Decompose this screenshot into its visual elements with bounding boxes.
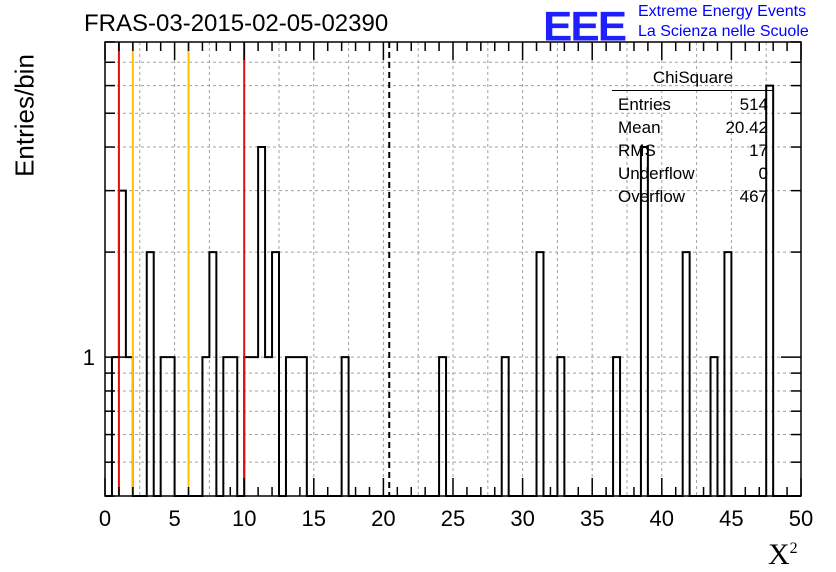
x-tick-label: 20	[371, 506, 395, 531]
stats-value: 20.42	[725, 118, 768, 137]
histogram-bin	[223, 357, 230, 496]
histogram-bin	[724, 252, 731, 496]
histogram-bin	[202, 357, 209, 496]
x-tick-label: 5	[168, 506, 180, 531]
logo-caption-line2: La Scienza nelle Scuole	[638, 23, 809, 40]
histogram-layer	[105, 84, 801, 497]
stats-label: Underflow	[618, 164, 695, 183]
histogram-bin	[119, 191, 126, 496]
histogram-bin	[147, 252, 154, 496]
x-tick-label: 35	[580, 506, 604, 531]
stats-label: RMS	[618, 141, 656, 160]
stats-value: 514	[739, 95, 768, 114]
reference-lines-layer	[117, 42, 391, 496]
histogram-bin	[300, 357, 307, 496]
stats-row-rms: RMS 17	[612, 139, 774, 162]
histogram-bin	[502, 357, 509, 496]
x-tick-label: 25	[441, 506, 465, 531]
histogram-bin	[209, 252, 216, 496]
stats-box: ChiSquare Entries 514 Mean 20.42 RMS 17 …	[612, 68, 774, 208]
stats-row-entries: Entries 514	[612, 93, 774, 116]
histogram-bin	[126, 357, 133, 496]
stats-label: Entries	[618, 95, 671, 114]
histogram-bin	[293, 357, 300, 496]
axis-layer: 0 5 10 15 20 25 30 35 40 45 50 1	[83, 41, 813, 531]
x-tick-label: 0	[99, 506, 111, 531]
histogram-bin	[439, 357, 446, 496]
histogram-bin	[265, 357, 272, 496]
stats-title: ChiSquare	[612, 68, 774, 91]
histogram-bin	[537, 252, 544, 496]
x-tick-label: 30	[510, 506, 534, 531]
histogram-outline	[105, 84, 801, 497]
grid-layer	[105, 41, 801, 497]
histogram-bin	[112, 357, 119, 496]
histogram-bin	[342, 357, 349, 496]
histogram-bin	[251, 357, 258, 496]
stats-label: Mean	[618, 118, 661, 137]
histogram-bin	[168, 357, 175, 496]
histogram-bin	[230, 357, 237, 496]
x-tick-label: 45	[719, 506, 743, 531]
chart-title: FRAS-03-2015-02-05-02390	[84, 10, 389, 37]
stats-row-mean: Mean 20.42	[612, 116, 774, 139]
stats-value: 17	[749, 141, 768, 160]
stats-label: Overflow	[618, 187, 686, 206]
histogram-bin	[613, 357, 620, 496]
histogram-bin	[272, 252, 279, 496]
histogram-bin	[286, 357, 293, 496]
logo-caption-line1: Extreme Energy Events	[638, 3, 807, 20]
histogram-bin	[711, 357, 718, 496]
histogram-bin	[557, 357, 564, 496]
histogram-bin	[161, 357, 168, 496]
histogram-bin	[244, 357, 251, 496]
x-tick-label: 40	[650, 506, 674, 531]
x-tick-label: 15	[302, 506, 326, 531]
stats-value: 467	[739, 187, 768, 206]
x-tick-label: 10	[232, 506, 256, 531]
stats-row-overflow: Overflow 467	[612, 185, 774, 208]
histogram-bin	[683, 252, 690, 496]
eee-logo: EEE	[543, 3, 627, 50]
y-axis-label: Entries/bin	[9, 54, 40, 177]
stats-row-underflow: Underflow 0	[612, 162, 774, 185]
x-axis-label: X2	[768, 538, 798, 571]
y-tick-label: 1	[83, 345, 95, 370]
histogram-bin	[258, 147, 265, 496]
x-tick-label: 50	[789, 506, 813, 531]
stats-value: 0	[758, 164, 768, 183]
logo-caption: Extreme Energy Events La Scienza nelle S…	[638, 2, 809, 42]
